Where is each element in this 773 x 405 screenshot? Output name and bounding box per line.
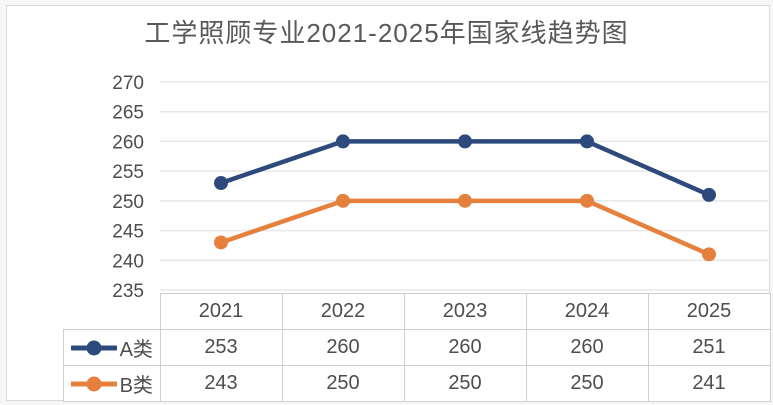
series-name-label: A类 bbox=[119, 339, 153, 361]
year-header-cell: 2025 bbox=[647, 293, 771, 330]
value-cell: 250 bbox=[281, 365, 405, 402]
legend-key-B类: B类 bbox=[64, 369, 160, 398]
value-cell: 260 bbox=[525, 329, 649, 366]
legend-line-marker-icon bbox=[69, 375, 119, 393]
data-table: 2021 2022 2023 2024 2025 A类 253 260 260 260 251 B类 2… bbox=[63, 293, 771, 402]
value-cell: 260 bbox=[403, 329, 527, 366]
value-cell: 260 bbox=[281, 329, 405, 366]
value-cell: 253 bbox=[159, 329, 283, 366]
year-header-cell: 2022 bbox=[281, 293, 405, 330]
series-name-label: B类 bbox=[119, 375, 153, 397]
legend-line-marker-icon bbox=[69, 339, 119, 357]
legend-cell-A类: A类 bbox=[63, 329, 161, 366]
value-cell: 250 bbox=[403, 365, 527, 402]
legend-key-A类: A类 bbox=[64, 333, 160, 362]
data-table-wrap: 2021 2022 2023 2024 2025 A类 253 260 260 260 251 B类 2… bbox=[63, 293, 771, 402]
series-row-A类: A类 253 260 260 260 251 bbox=[63, 329, 771, 366]
value-cell: 250 bbox=[525, 365, 649, 402]
chart-title: 工学照顾专业2021-2025年国家线趋势图 bbox=[144, 18, 629, 48]
year-header-cell: 2021 bbox=[159, 293, 283, 330]
year-header-cell: 2023 bbox=[403, 293, 527, 330]
series-row-B类: B类 243 250 250 250 241 bbox=[63, 365, 771, 402]
legend-cell-B类: B类 bbox=[63, 365, 161, 402]
table-corner-blank bbox=[64, 294, 161, 330]
year-header-cell: 2024 bbox=[525, 293, 649, 330]
value-cell: 251 bbox=[647, 329, 771, 366]
table-header-row: 2021 2022 2023 2024 2025 bbox=[64, 293, 771, 330]
value-cell: 241 bbox=[647, 365, 771, 402]
value-cell: 243 bbox=[159, 365, 283, 402]
